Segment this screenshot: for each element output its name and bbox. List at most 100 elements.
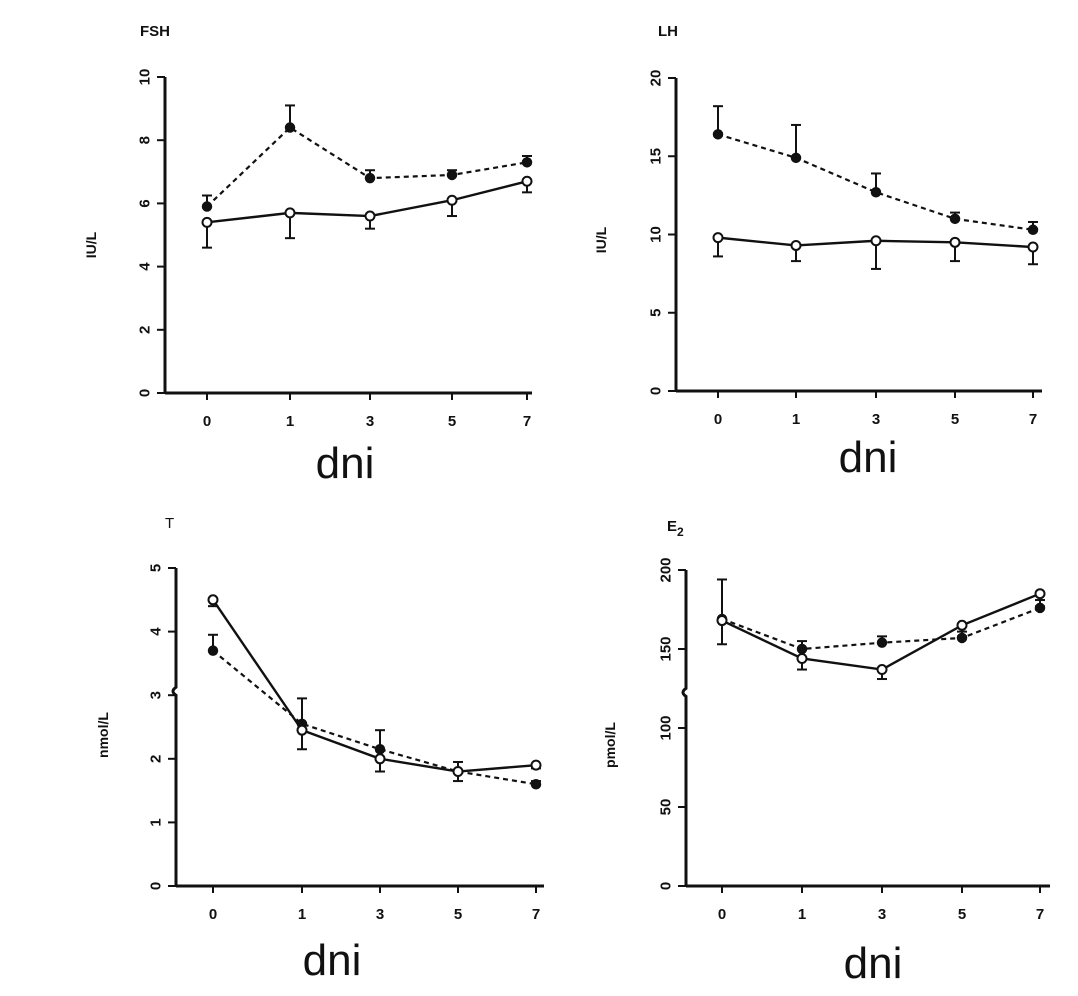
y-tick-label: 3 [148, 691, 165, 699]
y-tick-label: 50 [658, 799, 675, 816]
y-axis [681, 570, 688, 886]
data-point-filled [796, 643, 808, 655]
plot-area: 0 1 2 3 4 5 0 1 3 5 7 [148, 564, 544, 923]
data-point-open [796, 652, 808, 664]
x-tick-label: 0 [718, 906, 726, 923]
data-point-open [956, 619, 968, 631]
x-tick-label: 5 [951, 411, 959, 428]
x-tick-label: 1 [798, 906, 806, 923]
data-point-filled [870, 186, 882, 198]
x-tick-label: 1 [286, 413, 294, 430]
x-tick-label: 5 [958, 906, 966, 923]
panel-title: E2 [667, 518, 684, 539]
y-tick-label: 2 [137, 326, 154, 334]
y-tick-label: 10 [648, 226, 665, 243]
y-tick-label: 6 [137, 199, 154, 207]
x-tick-label: 3 [376, 906, 384, 923]
y-axis-label: IU/L [593, 226, 609, 253]
x-tick-label: 5 [454, 906, 462, 923]
y-tick-label: 8 [137, 136, 154, 144]
data-point-open [790, 239, 802, 251]
x-tick-label: 7 [523, 413, 531, 430]
data-point-open [452, 766, 464, 778]
x-tick-label: 3 [878, 906, 886, 923]
data-point-open [870, 235, 882, 247]
series-line-dashed [212, 649, 537, 786]
x-tick-label: 3 [366, 413, 374, 430]
y-tick-label: 0 [137, 389, 154, 397]
y-axis [171, 568, 178, 886]
data-point-open [1027, 241, 1039, 253]
y-tick-label: 15 [648, 148, 665, 165]
panel-title: FSH [140, 23, 170, 40]
panel-title-main: E [667, 518, 677, 535]
y-tick-label: 5 [648, 309, 665, 317]
data-point-filled [201, 201, 213, 212]
plot-area: 0 2 4 6 8 10 0 1 3 5 7 [137, 69, 533, 430]
y-axis-label: IU/L [83, 231, 99, 258]
y-tick-label: 150 [658, 636, 675, 661]
y-axis-label: nmol/L [95, 712, 111, 758]
plot-area: 0 5 10 15 20 0 1 3 5 7 [648, 70, 1042, 428]
data-point-open [716, 615, 728, 627]
panel-title: T [165, 515, 174, 532]
data-point-open [284, 207, 296, 219]
x-tick-label: 7 [1029, 411, 1037, 428]
data-point-filled [712, 129, 724, 140]
panel-title-subscript: 2 [677, 525, 684, 539]
x-tick-label: 3 [872, 411, 880, 428]
x-tick-label: 5 [448, 413, 456, 430]
y-tick-label: 200 [658, 557, 675, 582]
y-tick-label: 10 [137, 69, 154, 86]
y-tick-label: 4 [148, 627, 165, 636]
x-axis-label: dni [844, 939, 903, 988]
data-point-filled [876, 637, 888, 648]
series-line-dashed [717, 133, 1034, 231]
y-tick-label: 2 [148, 755, 165, 763]
y-tick-label: 0 [648, 387, 665, 395]
y-tick-label: 0 [658, 882, 675, 890]
y-tick-label: 1 [148, 818, 165, 826]
data-point-open [296, 724, 308, 736]
data-point-open [521, 175, 533, 187]
x-tick-label: 7 [532, 906, 540, 923]
data-point-filled [949, 213, 961, 225]
data-point-filled [790, 152, 802, 164]
data-point-filled [1027, 224, 1039, 236]
panel-title: LH [658, 23, 678, 40]
data-point-filled [374, 744, 386, 755]
data-point-open [201, 216, 213, 228]
data-point-filled [207, 645, 219, 656]
x-tick-label: 1 [792, 411, 800, 428]
panel-lh: LH IU/L dni 0 5 10 15 20 0 1 3 5 7 [593, 23, 1042, 482]
data-point-open [374, 753, 386, 765]
panel-e2: E2 pmol/L dni 0 50 100 150 200 0 1 3 5 7 [602, 518, 1050, 988]
data-point-open [446, 194, 458, 206]
x-tick-label: 0 [714, 411, 722, 428]
panel-fsh: FSH IU/L dni 0 2 4 6 8 10 0 1 3 5 7 [83, 23, 533, 488]
data-point-open [530, 759, 542, 771]
plot-area: 0 50 100 150 200 0 1 3 5 7 [658, 557, 1050, 923]
x-axis-label: dni [303, 936, 362, 985]
data-point-open [1034, 588, 1046, 600]
y-tick-label: 5 [148, 564, 165, 572]
x-tick-label: 0 [203, 413, 211, 430]
y-tick-label: 100 [658, 715, 675, 740]
data-point-filled [446, 169, 458, 181]
data-point-filled [284, 122, 296, 133]
y-tick-label: 0 [148, 882, 165, 890]
data-point-open [364, 210, 376, 222]
x-axis-label: dni [839, 433, 898, 482]
x-tick-label: 0 [209, 906, 217, 923]
data-point-filled [530, 778, 542, 790]
panel-t: T nmol/L dni 0 1 2 3 4 5 0 1 3 5 7 [95, 515, 544, 985]
series-line-dashed [206, 126, 528, 208]
x-axis-label: dni [316, 439, 375, 488]
data-point-open [712, 232, 724, 244]
y-tick-label: 4 [137, 262, 154, 271]
data-point-filled [364, 172, 376, 184]
x-tick-label: 7 [1036, 906, 1044, 923]
x-tick-label: 1 [298, 906, 306, 923]
data-point-filled [521, 157, 533, 168]
